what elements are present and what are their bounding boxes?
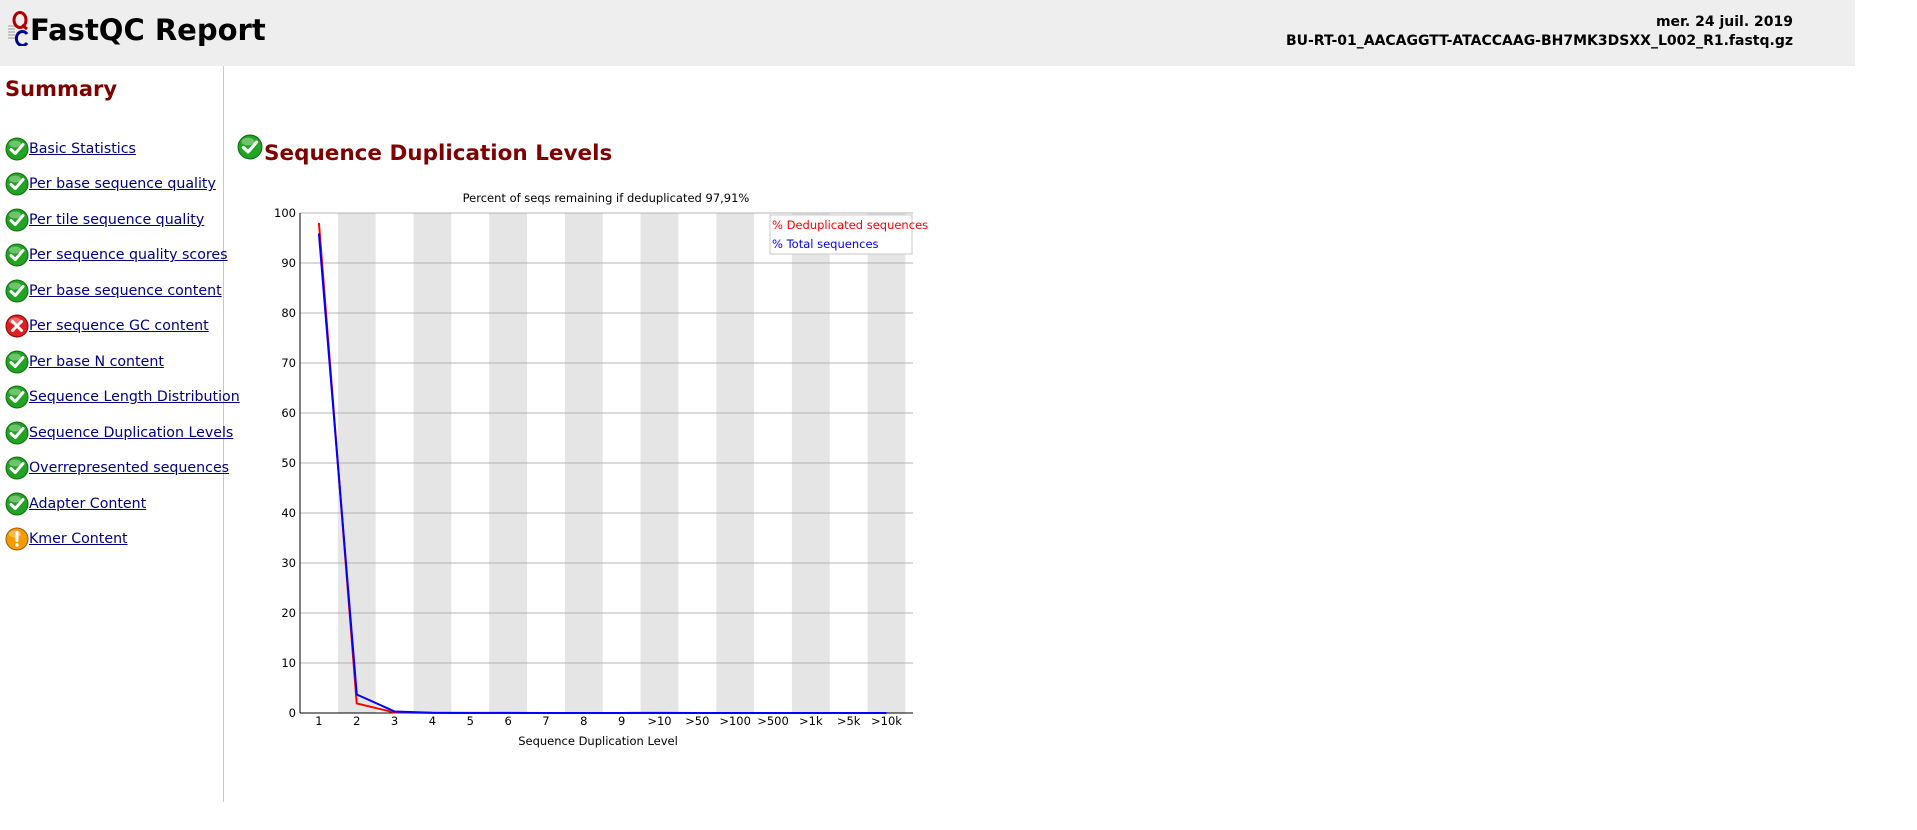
pass-icon (5, 243, 29, 267)
pass-icon (5, 279, 29, 303)
module-item: Per base N content (5, 344, 240, 380)
x-tick-label: 5 (467, 714, 474, 728)
fastqc-logo-icon (8, 11, 29, 46)
warn-icon (5, 527, 29, 551)
pass-icon (5, 350, 29, 374)
x-tick-label: 8 (580, 714, 587, 728)
y-tick-label: 30 (281, 556, 296, 570)
module-link[interactable]: Per base sequence quality (29, 176, 216, 193)
y-tick-label: 70 (281, 356, 296, 370)
module-item: Per base sequence quality (5, 167, 240, 203)
module-link[interactable]: Kmer Content (29, 531, 128, 548)
y-tick-label: 100 (274, 206, 296, 220)
series-line (317, 233, 887, 714)
module-item: Sequence Duplication Levels (5, 415, 240, 451)
report-date: mer. 24 juil. 2019 (1655, 14, 1793, 30)
module-item: Per sequence quality scores (5, 238, 240, 274)
pass-icon (5, 137, 29, 161)
module-heading: Sequence Duplication Levels (237, 134, 612, 166)
module-item: Overrepresented sequences (5, 451, 240, 487)
module-link[interactable]: Per base N content (29, 353, 164, 370)
module-link[interactable]: Sequence Duplication Levels (29, 424, 234, 441)
module-item: Per sequence GC content (5, 309, 240, 345)
y-tick-label: 90 (281, 256, 296, 270)
x-tick-label: >100 (719, 714, 751, 728)
pass-icon (237, 134, 263, 160)
y-tick-label: 10 (281, 656, 296, 670)
module-item: Per base sequence content (5, 273, 240, 309)
x-tick-label: 9 (618, 714, 625, 728)
report-title: FastQC Report (30, 13, 266, 47)
legend-box (769, 214, 913, 255)
chart-title: Percent of seqs remaining if deduplicate… (463, 191, 750, 205)
report-filename: BU-RT-01_AACAGGTT-ATACCAAG-BH7MK3DSXX_L0… (1285, 33, 1793, 49)
x-tick-label: 4 (429, 714, 436, 728)
pass-icon (5, 385, 29, 409)
fail-icon (5, 314, 29, 338)
module-link[interactable]: Per tile sequence quality (29, 211, 205, 228)
module-item: Sequence Length Distribution (5, 380, 240, 416)
x-tick-label: 6 (504, 714, 511, 728)
y-tick-label: 50 (281, 456, 296, 470)
module-link[interactable]: Per sequence GC content (29, 318, 209, 335)
y-tick-label: 0 (289, 706, 296, 720)
x-tick-label: 3 (391, 714, 398, 728)
x-tick-label: 2 (353, 714, 360, 728)
x-tick-label: >10 (647, 714, 671, 728)
module-link[interactable]: Adapter Content (29, 495, 147, 512)
y-tick-label: 40 (281, 506, 296, 520)
y-tick-label: 80 (281, 306, 296, 320)
module-title: Sequence Duplication Levels (264, 140, 613, 166)
x-tick-label: 7 (542, 714, 549, 728)
module-link[interactable]: Sequence Length Distribution (29, 389, 240, 406)
report-header: FastQC Report mer. 24 juil. 2019 BU-RT-0… (0, 0, 1855, 66)
pass-icon (5, 456, 29, 480)
legend-entry: % Total sequences (772, 237, 879, 251)
pass-icon (5, 492, 29, 516)
x-tick-label: 1 (315, 714, 322, 728)
summary-sidebar: Summary Basic Statistics Per base sequenc… (0, 66, 240, 802)
module-link[interactable]: Per sequence quality scores (29, 247, 228, 264)
module-item: Per tile sequence quality (5, 202, 240, 238)
module-item: Basic Statistics (5, 131, 240, 167)
y-tick-label: 20 (281, 606, 296, 620)
pass-icon (5, 172, 29, 196)
module-link[interactable]: Basic Statistics (29, 140, 136, 157)
pass-icon (5, 421, 29, 445)
x-axis-label: Sequence Duplication Level (518, 734, 678, 748)
pass-icon (5, 208, 29, 232)
x-tick-label: >1k (799, 714, 823, 728)
module-link[interactable]: Overrepresented sequences (29, 460, 230, 477)
module-item: Kmer Content (5, 522, 240, 558)
x-tick-label: >5k (837, 714, 861, 728)
x-tick-label: >500 (757, 714, 789, 728)
module-link[interactable]: Per base sequence content (29, 282, 222, 299)
legend-entry: % Deduplicated sequences (772, 218, 928, 232)
y-tick-label: 60 (281, 406, 296, 420)
x-tick-label: >10k (871, 714, 902, 728)
x-tick-label: >50 (685, 714, 709, 728)
module-list: Basic Statistics Per base sequence qualit… (5, 131, 240, 557)
summary-title: Summary (5, 77, 118, 101)
module-item: Adapter Content (5, 486, 240, 522)
